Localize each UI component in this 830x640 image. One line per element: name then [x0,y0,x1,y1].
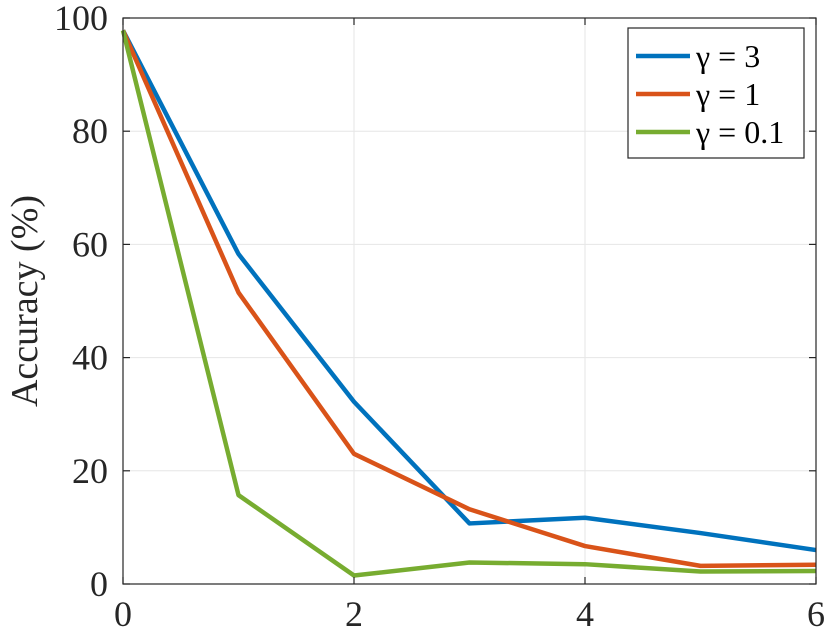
y-tick-label: 100 [54,0,108,38]
legend-label-1: γ = 3 [695,38,760,74]
y-tick-label: 60 [72,224,108,264]
legend-label-3: γ = 0.1 [695,114,784,150]
y-axis-title: Accuracy (%) [4,195,46,407]
series-layer [120,29,817,578]
x-tick-label: 6 [807,594,825,634]
legend: γ = 3γ = 1γ = 0.1 [627,27,805,159]
series-line-3 [120,29,817,578]
series-line-2 [120,29,817,569]
legend-label-2: γ = 1 [695,76,760,112]
x-tick-label: 0 [114,594,132,634]
y-tick-label: 0 [90,564,108,604]
y-tick-label: 20 [72,451,108,491]
x-tick-label: 2 [345,594,363,634]
axes-box [122,17,817,585]
series-line-1 [121,29,817,553]
x-tick-label: 4 [576,594,594,634]
y-tick-label: 40 [72,338,108,378]
y-tick-label: 80 [72,111,108,151]
grid-lines [123,18,816,584]
